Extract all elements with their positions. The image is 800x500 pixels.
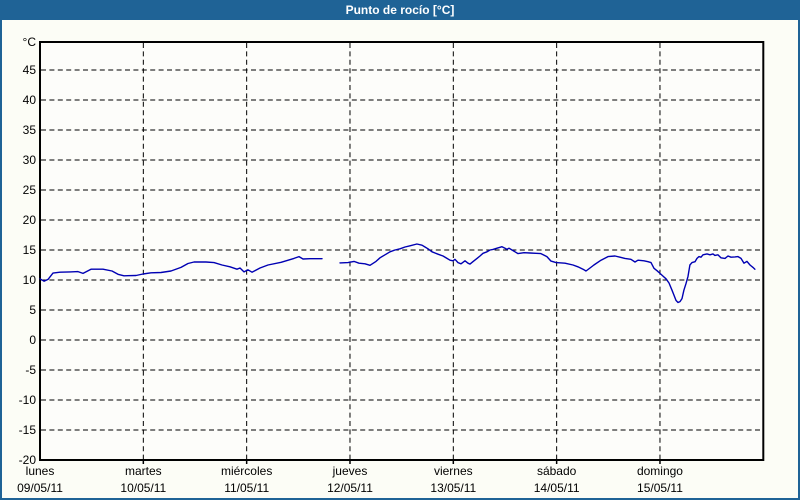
y-tick-label: 45 <box>22 63 36 77</box>
day-name: jueves <box>332 464 368 478</box>
day-date: 12/05/11 <box>327 481 373 495</box>
day-date: 13/05/11 <box>430 481 477 495</box>
x-day-label: martes 10/05/11 <box>81 463 205 496</box>
day-name: sábado <box>536 464 577 478</box>
x-day-label: miércoles 11/05/11 <box>185 463 309 496</box>
y-axis-unit: °C <box>22 35 36 49</box>
x-day-label: viernes 13/05/11 <box>391 463 515 496</box>
y-tick-label: 15 <box>22 243 36 257</box>
day-date: 09/05/11 <box>17 481 63 495</box>
y-tick-label: 5 <box>29 303 36 317</box>
day-name: domingo <box>636 464 683 478</box>
y-tick-label: -15 <box>18 423 36 437</box>
day-name: martes <box>124 464 162 478</box>
dewpoint-line-segment <box>39 255 323 282</box>
y-tick-label: 35 <box>22 123 36 137</box>
y-tick-label: 30 <box>22 153 36 167</box>
chart-title: Punto de rocío [°C] <box>345 3 455 17</box>
title-bar: Punto de rocío [°C] <box>0 0 800 20</box>
y-tick-label: -10 <box>18 393 36 407</box>
y-tick-label: -5 <box>25 363 36 377</box>
y-tick-label: 0 <box>29 333 36 347</box>
chart-area: °C 45 40 35 30 25 20 15 10 5 0 -5 -10 -15 -20 lunes 09/… <box>0 20 800 498</box>
plot-border <box>39 41 765 461</box>
x-day-label: domingo 15/05/11 <box>598 463 722 496</box>
day-name: miércoles <box>220 464 273 478</box>
day-date: 14/05/11 <box>533 481 580 495</box>
x-day-label: lunes 09/05/11 <box>0 463 102 496</box>
day-name: lunes <box>25 464 55 478</box>
day-date: 15/05/11 <box>637 481 683 495</box>
x-day-label: jueves 12/05/11 <box>288 463 412 496</box>
y-tick-label: 25 <box>22 183 36 197</box>
day-date: 10/05/11 <box>120 481 167 495</box>
y-tick-label: 10 <box>22 273 36 287</box>
y-tick-label: -20 <box>18 453 36 467</box>
day-name: viernes <box>433 464 473 478</box>
dewpoint-line-segment <box>339 243 756 304</box>
plot-background <box>40 42 764 460</box>
day-date: 11/05/11 <box>224 481 270 495</box>
plot-canvas <box>39 41 765 464</box>
y-tick-label: 20 <box>22 213 36 227</box>
x-day-label: sábado 14/05/11 <box>495 463 619 496</box>
y-tick-label: 40 <box>22 93 36 107</box>
